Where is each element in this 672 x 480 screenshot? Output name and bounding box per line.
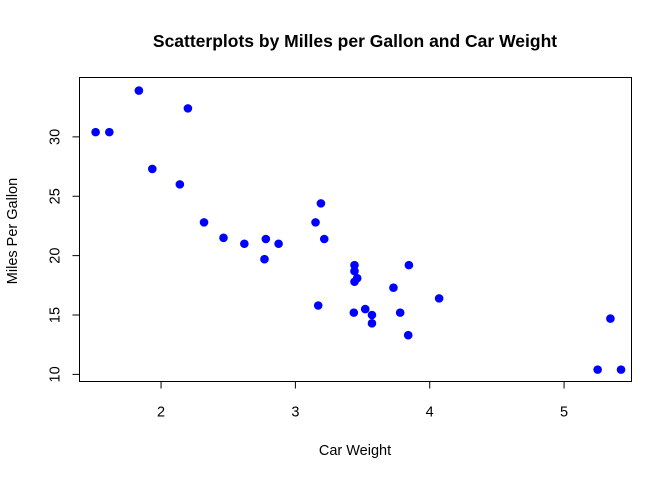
data-point (389, 283, 398, 292)
data-point (134, 86, 144, 95)
data-point (367, 319, 377, 328)
x-axis: 2 3 4 5 (157, 381, 568, 421)
data-point (311, 218, 320, 227)
data-point (261, 234, 271, 244)
data-point (91, 127, 100, 137)
data-point (105, 127, 114, 137)
data-point (199, 218, 209, 227)
data-point (316, 199, 326, 208)
y-tick-label: 15 (48, 307, 64, 323)
x-axis-label: Car Weight (319, 443, 391, 459)
x-tick-label: 4 (426, 405, 434, 421)
y-axis-label: Miles Per Gallon (5, 178, 21, 284)
x-tick-label: 2 (157, 405, 165, 421)
data-point (403, 330, 413, 340)
data-point (350, 277, 359, 287)
data-point (240, 239, 249, 249)
data-point (616, 365, 626, 374)
data-point (349, 308, 359, 317)
data-point (434, 294, 444, 303)
data-point (148, 164, 157, 174)
chart-title: Scatterplots by Milles per Gallon and Ca… (153, 31, 557, 51)
data-point (183, 104, 193, 113)
data-point (404, 260, 414, 270)
data-point (319, 234, 329, 244)
data-point (350, 260, 359, 270)
data-point (260, 254, 269, 264)
data-point (606, 314, 615, 323)
y-tick-label: 10 (48, 366, 64, 382)
x-tick-label: 5 (560, 405, 568, 421)
data-points (91, 86, 626, 374)
plot-area (79, 77, 632, 382)
y-tick-label: 30 (48, 129, 64, 145)
data-point (367, 310, 377, 320)
y-axis: 10 15 20 25 30 (48, 129, 80, 382)
y-tick-label: 20 (48, 248, 64, 264)
x-tick-label: 3 (291, 405, 299, 421)
data-point (313, 301, 323, 310)
data-point (219, 233, 228, 243)
data-point (395, 308, 405, 317)
data-point (350, 266, 359, 276)
data-point (360, 304, 370, 314)
data-point (593, 365, 602, 374)
data-point (175, 180, 185, 189)
data-point (274, 239, 283, 249)
y-tick-label: 25 (48, 188, 64, 204)
